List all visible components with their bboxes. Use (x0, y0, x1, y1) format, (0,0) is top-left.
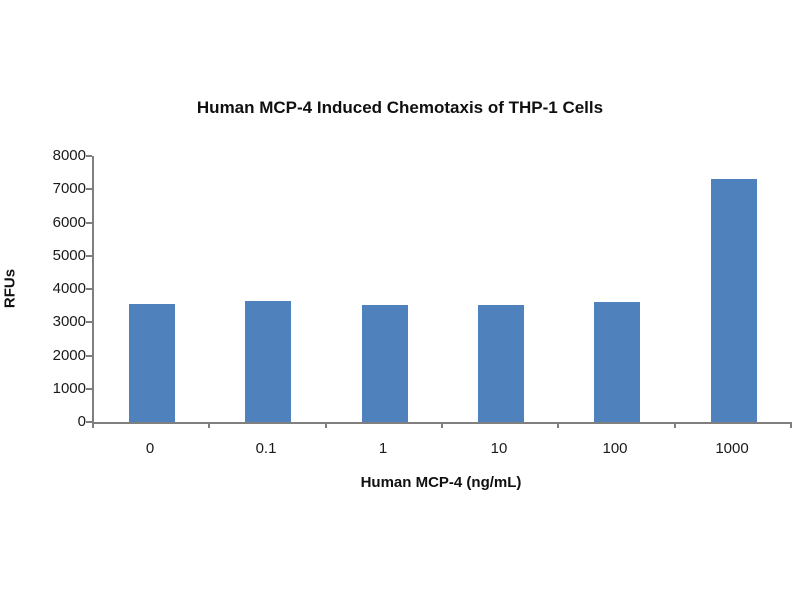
bar-0.1 (245, 301, 292, 422)
x-tick-mark (674, 422, 676, 428)
x-tick-label: 100 (602, 440, 628, 457)
y-tick-mark (86, 155, 92, 157)
x-tick-mark (208, 422, 210, 428)
y-tick-mark (86, 321, 92, 324)
plot-area (92, 156, 792, 424)
y-tick-label: 6000 (52, 213, 86, 231)
bar-10 (478, 305, 525, 422)
bar-slot (676, 156, 792, 422)
x-tick-mark (557, 422, 559, 428)
x-tick-mark (92, 422, 94, 428)
bar-slot (210, 156, 326, 422)
y-tick-label: 8000 (52, 147, 86, 164)
y-tick-label: 7000 (52, 180, 86, 198)
x-tick-label: 10 (490, 440, 508, 457)
x-axis-title: Human MCP-4 (ng/mL) (360, 474, 522, 491)
x-tick-label: 0.1 (255, 440, 277, 457)
y-tick-label: 2000 (52, 346, 86, 364)
y-tick-mark (86, 387, 92, 390)
chart-title: Human MCP-4 Induced Chemotaxis of THP-1 … (196, 98, 604, 117)
bar-slot (443, 156, 559, 422)
y-tick-mark (86, 254, 92, 257)
y-tick-label: 1000 (52, 379, 86, 397)
y-tick-label: 4000 (52, 280, 86, 297)
bar-slot (327, 156, 443, 422)
x-tick-label: 0 (145, 440, 155, 457)
y-tick-mark (86, 188, 92, 191)
y-tick-mark (86, 221, 92, 224)
y-tick-mark (86, 288, 92, 290)
x-tick-label: 1000 (715, 440, 749, 457)
x-tick-mark (325, 422, 327, 428)
x-tick-mark (441, 422, 443, 428)
x-tick-label: 1 (378, 440, 388, 457)
bar-slot (559, 156, 675, 422)
y-tick-label: 3000 (52, 313, 86, 331)
y-tick-label: 0 (77, 413, 86, 430)
y-axis-title: RFUs (1, 268, 19, 309)
y-tick-mark (86, 421, 92, 423)
x-tick-mark (790, 422, 792, 428)
y-tick-label: 5000 (52, 246, 86, 264)
bar-slot (94, 156, 210, 422)
bar-1000 (710, 179, 757, 422)
bar-0 (129, 304, 176, 422)
y-tick-mark (86, 354, 92, 357)
bar-100 (594, 302, 641, 422)
bar-1 (361, 305, 408, 422)
